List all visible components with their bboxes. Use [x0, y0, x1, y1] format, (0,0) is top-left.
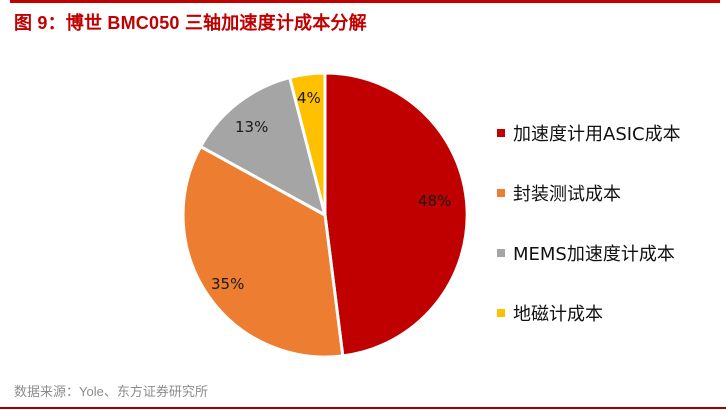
legend-label: 封装测试成本: [513, 184, 621, 205]
legend-label: 加速度计用ASIC成本: [513, 124, 681, 145]
chart-title: 图 9：博世 BMC050 三轴加速度计成本分解: [14, 13, 367, 33]
slice-asic: [323, 71, 469, 358]
slice-label-magnetometer: 4%: [297, 89, 321, 107]
source-note: 数据来源：Yole、东方证券研究所: [14, 384, 208, 399]
legend-label: MEMS加速度计成本: [513, 244, 675, 265]
slice-mems: [199, 76, 327, 217]
top-rule: [10, 0, 720, 3]
legend: 加速度计用ASIC成本 封装测试成本 MEMS加速度计成本 地磁计成本: [497, 118, 681, 358]
legend-label: 地磁计成本: [513, 304, 603, 325]
legend-swatch-gray-icon: [497, 249, 505, 257]
bottom-rule: [0, 407, 726, 409]
legend-swatch-orange-icon: [497, 189, 505, 197]
legend-swatch-red-icon: [497, 129, 505, 137]
legend-item-mems: MEMS加速度计成本: [497, 238, 681, 268]
legend-item-packaging: 封装测试成本: [497, 178, 681, 208]
legend-item-asic: 加速度计用ASIC成本: [497, 118, 681, 148]
legend-item-magnetometer: 地磁计成本: [497, 298, 681, 328]
slice-label-packaging: 35%: [211, 275, 244, 293]
slice-packaging: [181, 145, 345, 359]
slice-magnetometer: [288, 71, 327, 217]
legend-swatch-yellow-icon: [497, 309, 505, 317]
slice-label-mems: 13%: [235, 118, 268, 136]
slice-label-asic: 48%: [418, 192, 451, 210]
